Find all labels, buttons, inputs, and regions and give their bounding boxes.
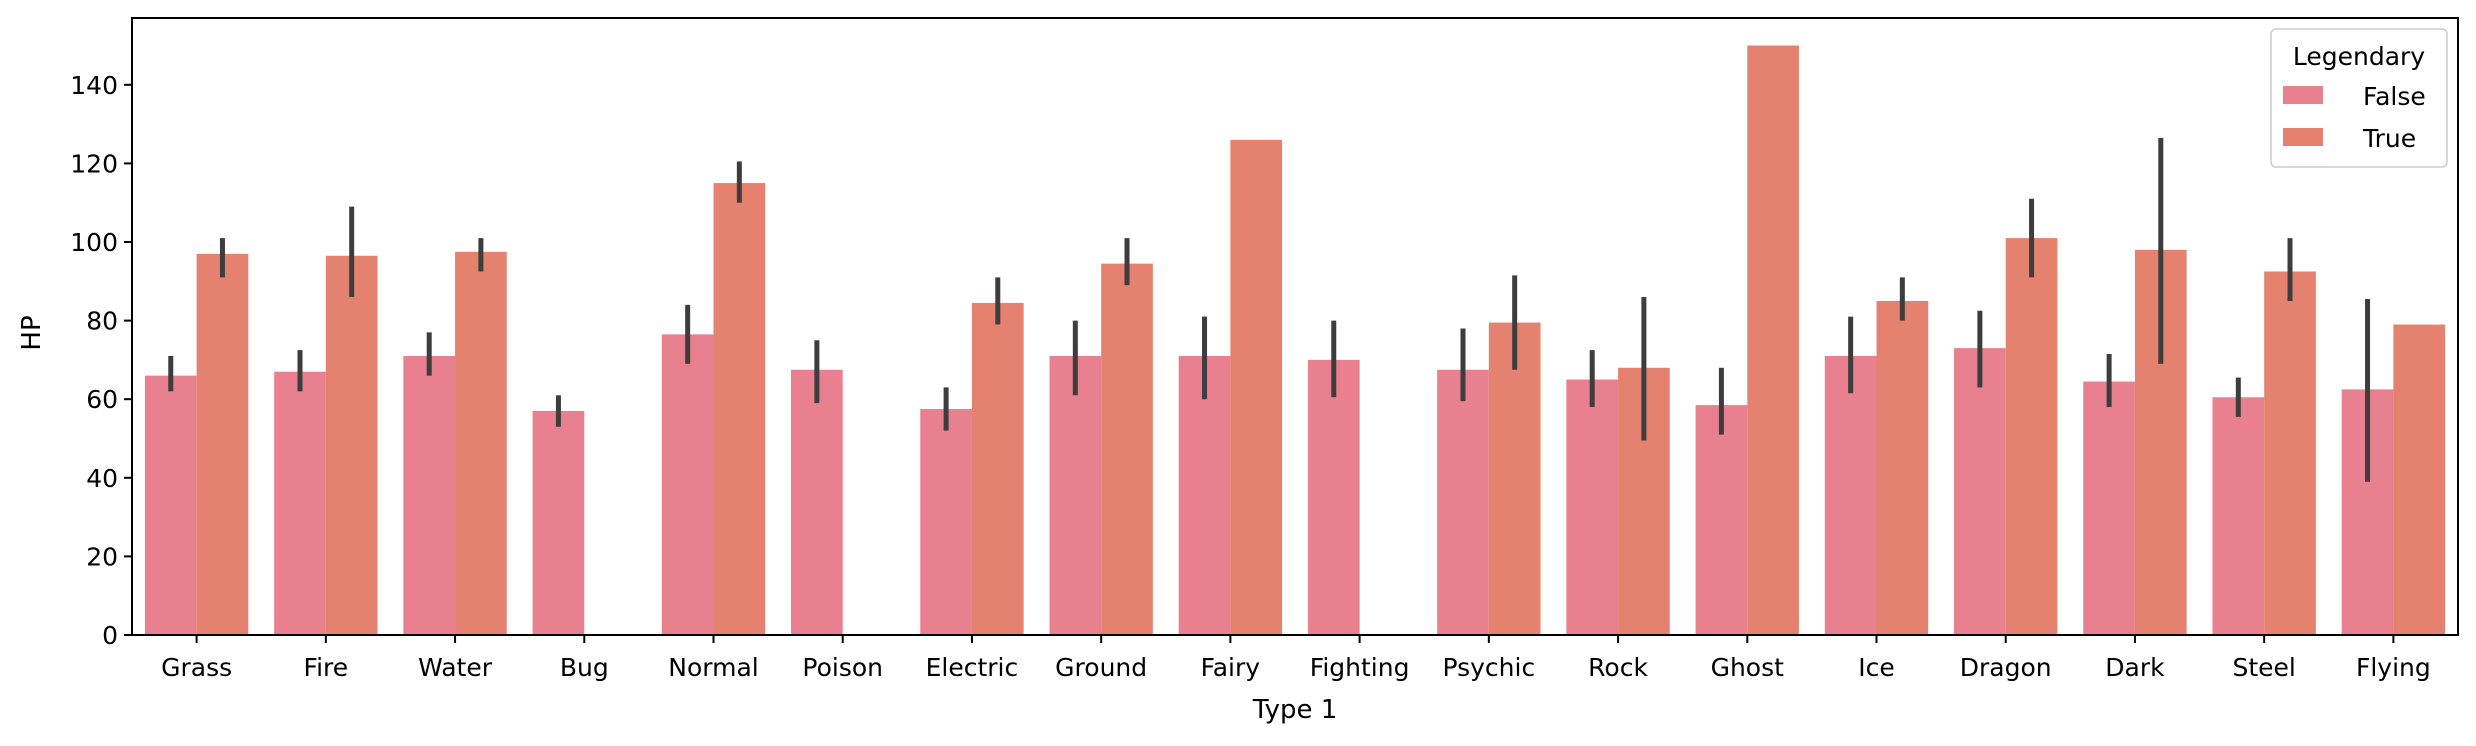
y-tick-label: 20 xyxy=(86,542,118,571)
x-tick-label-electric: Electric xyxy=(926,653,1019,682)
bar-water-false xyxy=(403,355,456,635)
legend-label-false: False xyxy=(2363,82,2426,111)
x-tick-label-normal: Normal xyxy=(668,653,758,682)
bar-fighting-false xyxy=(1307,359,1360,635)
x-tick-label-fairy: Fairy xyxy=(1201,653,1261,682)
bar-rock-false xyxy=(1566,379,1619,635)
x-tick-label-bug: Bug xyxy=(560,653,609,682)
y-tick-label: 120 xyxy=(70,149,118,178)
x-tick-label-flying: Flying xyxy=(2356,653,2431,682)
bar-electric-false xyxy=(920,409,972,635)
bar-grass-true xyxy=(196,253,249,636)
y-axis-label: HP xyxy=(17,315,47,350)
bar-ground-true xyxy=(1101,263,1153,635)
bar-grass-false xyxy=(144,375,197,635)
y-tick-label: 40 xyxy=(86,464,118,493)
legend: Legendary False True xyxy=(2270,28,2448,168)
bar-ice-true xyxy=(1876,300,1929,635)
bar-ghost-false xyxy=(1695,405,1748,635)
x-tick-label-fighting: Fighting xyxy=(1310,653,1410,682)
bar-normal-true xyxy=(713,183,766,635)
bar-normal-false xyxy=(661,334,714,635)
bar-ghost-true xyxy=(1747,45,1799,635)
x-tick-label-fire: Fire xyxy=(304,653,349,682)
bar-fire-true xyxy=(325,255,378,635)
x-tick-label-rock: Rock xyxy=(1588,653,1648,682)
bar-fairy-true xyxy=(1230,139,1283,635)
bar-steel-false xyxy=(2212,397,2265,635)
bar-ice-false xyxy=(1824,355,1877,635)
plot-frame xyxy=(131,17,2459,636)
x-tick-label-water: Water xyxy=(418,653,493,682)
bar-ground-false xyxy=(1049,355,1102,635)
bar-electric-true xyxy=(971,302,1024,635)
x-tick-label-poison: Poison xyxy=(802,653,883,682)
bar-poison-false xyxy=(791,369,843,635)
bar-fairy-false xyxy=(1178,355,1231,635)
x-tick-label-ghost: Ghost xyxy=(1711,653,1785,682)
y-tick-label: 0 xyxy=(102,621,118,650)
x-axis-label: Type 1 xyxy=(1252,695,1338,725)
legend-label-true: True xyxy=(2362,124,2416,153)
bar-dragon-true xyxy=(2005,238,2058,635)
legend-title: Legendary xyxy=(2293,42,2425,71)
y-tick-label: 140 xyxy=(70,71,118,100)
legend-swatch-false xyxy=(2283,86,2323,104)
y-tick-label: 60 xyxy=(86,385,118,414)
y-tick-label: 100 xyxy=(70,228,118,257)
bar-psychic-true xyxy=(1488,322,1541,635)
x-tick-label-dark: Dark xyxy=(2105,653,2165,682)
x-tick-label-grass: Grass xyxy=(161,653,232,682)
legend-swatch-true xyxy=(2283,128,2323,146)
bar-dark-false xyxy=(2083,381,2135,635)
bar-dragon-false xyxy=(1954,348,2006,635)
y-tick-label: 80 xyxy=(86,307,118,336)
x-tick-label-dragon: Dragon xyxy=(1960,653,2052,682)
x-tick-label-ice: Ice xyxy=(1858,653,1895,682)
bar-bug-false xyxy=(532,410,585,635)
bar-water-true xyxy=(455,251,507,635)
bar-fire-false xyxy=(274,371,326,635)
bar-steel-true xyxy=(2264,271,2316,635)
x-tick-label-psychic: Psychic xyxy=(1442,653,1535,682)
bar-flying-true xyxy=(2393,324,2446,635)
x-tick-label-steel: Steel xyxy=(2232,653,2295,682)
x-tick-label-ground: Ground xyxy=(1055,653,1147,682)
bar-psychic-false xyxy=(1437,369,1489,635)
